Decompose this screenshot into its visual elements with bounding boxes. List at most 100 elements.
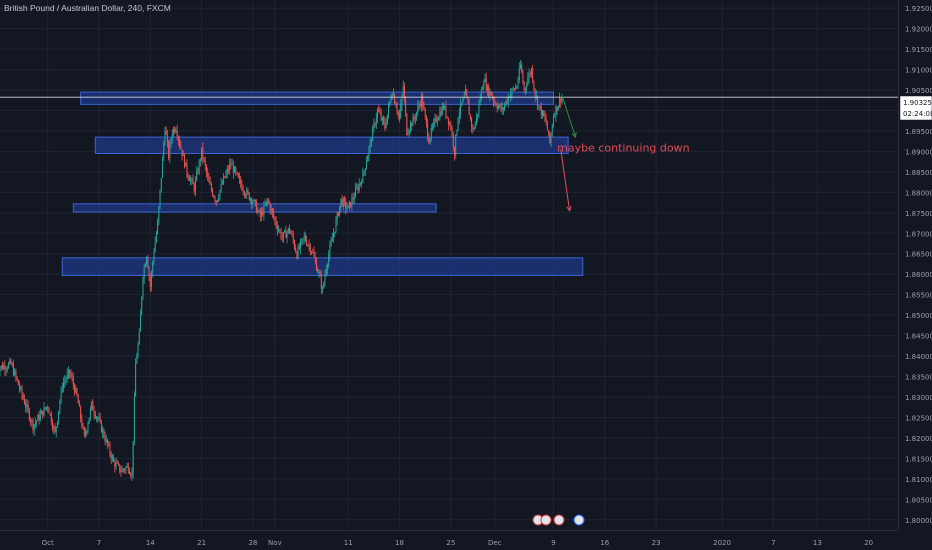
candle-body bbox=[89, 408, 91, 418]
candle-body bbox=[215, 200, 217, 202]
candle-body bbox=[213, 195, 215, 198]
candle-body bbox=[22, 394, 24, 399]
y-tick-label: 1.91000 bbox=[905, 67, 932, 75]
candle-body bbox=[280, 230, 282, 238]
candle-body bbox=[27, 404, 29, 410]
candle-body bbox=[304, 235, 306, 241]
time-axis[interactable]: Oct 7 14 21 28 Nov 11 18 25 Dec 9 16 23 2020 7 13 20 bbox=[42, 539, 874, 547]
candle-body bbox=[16, 376, 18, 380]
candle-body bbox=[278, 230, 280, 231]
candle-body bbox=[333, 233, 335, 239]
candle-body bbox=[238, 177, 240, 180]
candle-body bbox=[344, 198, 346, 201]
chart-grid bbox=[0, 0, 898, 530]
candle-body bbox=[87, 423, 89, 431]
candle-body bbox=[264, 204, 266, 206]
y-tick-label: 1.84500 bbox=[905, 333, 932, 341]
candle-body bbox=[331, 238, 333, 242]
candle-body bbox=[225, 173, 227, 178]
candle-body bbox=[271, 208, 273, 213]
candle-body bbox=[47, 406, 49, 408]
zone-rect[interactable] bbox=[80, 91, 554, 105]
candle-body bbox=[561, 98, 563, 103]
candle-body bbox=[356, 187, 358, 189]
y-tick-label: 1.92000 bbox=[905, 26, 932, 34]
candle-body bbox=[166, 134, 168, 142]
y-tick-label: 1.90500 bbox=[905, 87, 932, 95]
candle-body bbox=[212, 189, 214, 196]
candlestick-series bbox=[0, 59, 563, 482]
x-tick-label: 2020 bbox=[713, 539, 731, 547]
candle-body bbox=[462, 98, 464, 103]
candle-body bbox=[451, 129, 453, 134]
candle-body bbox=[506, 101, 508, 103]
candle-body bbox=[373, 123, 375, 128]
candle-body bbox=[113, 456, 115, 462]
price-badge-bg bbox=[899, 95, 932, 121]
trend-arrow-head bbox=[571, 132, 577, 139]
candle-body bbox=[405, 99, 407, 114]
candle-body bbox=[159, 190, 161, 207]
event-markers[interactable] bbox=[532, 514, 585, 526]
candle-body bbox=[50, 413, 52, 424]
zone-rect[interactable] bbox=[94, 136, 569, 154]
candle-body bbox=[394, 94, 396, 104]
candle-body bbox=[230, 164, 232, 165]
event-icon[interactable] bbox=[540, 514, 552, 526]
candle-body bbox=[532, 68, 534, 82]
candle-body bbox=[218, 197, 220, 201]
candle-body bbox=[99, 418, 101, 421]
price-axis[interactable]: 1.925001.920001.915001.910001.905001.900… bbox=[905, 5, 932, 525]
candle-body bbox=[372, 127, 374, 142]
event-icon[interactable] bbox=[573, 514, 585, 526]
x-tick-label: 18 bbox=[395, 539, 404, 547]
candle-body bbox=[256, 201, 258, 213]
zone-rect[interactable] bbox=[61, 257, 584, 276]
candle-body bbox=[348, 202, 350, 206]
candle-body bbox=[45, 406, 47, 409]
candle-body bbox=[318, 272, 320, 273]
candle-body bbox=[317, 270, 319, 273]
candle-body bbox=[131, 473, 133, 476]
trend-arrow-line[interactable] bbox=[561, 96, 576, 138]
candle-body bbox=[170, 139, 172, 144]
candle-body bbox=[395, 103, 397, 108]
candle-body bbox=[456, 129, 458, 135]
candle-body bbox=[386, 114, 388, 125]
candle-body bbox=[11, 363, 13, 366]
candle-body bbox=[270, 208, 272, 211]
y-tick-label: 1.81500 bbox=[905, 455, 932, 463]
candle-body bbox=[9, 360, 11, 364]
candle-body bbox=[533, 81, 535, 90]
zone-rect[interactable] bbox=[72, 203, 437, 213]
candle-body bbox=[366, 161, 368, 169]
x-tick-label: Dec bbox=[488, 539, 502, 547]
candle-body bbox=[143, 267, 145, 279]
candle-body bbox=[208, 176, 210, 183]
x-tick-label: 9 bbox=[551, 539, 555, 547]
candle-body bbox=[414, 118, 416, 119]
candle-body bbox=[425, 115, 427, 124]
x-tick-label: 16 bbox=[600, 539, 609, 547]
candle-body bbox=[450, 123, 452, 130]
candle-body bbox=[535, 96, 537, 98]
candle-body bbox=[232, 164, 234, 173]
candle-body bbox=[461, 102, 463, 104]
candle-body bbox=[115, 462, 117, 468]
candle-body bbox=[534, 89, 536, 97]
annotation-label: maybe continuing down bbox=[557, 141, 689, 154]
trend-arrow-line[interactable] bbox=[560, 149, 571, 211]
candle-body bbox=[242, 189, 244, 192]
candle-body bbox=[521, 64, 523, 73]
candle-body bbox=[107, 439, 109, 445]
candle-body bbox=[1, 365, 3, 370]
candle-body bbox=[98, 418, 100, 419]
candle-body bbox=[149, 276, 151, 287]
candle-body bbox=[251, 198, 253, 204]
event-icon[interactable] bbox=[553, 514, 565, 526]
candle-body bbox=[132, 440, 134, 474]
candle-body bbox=[523, 82, 525, 90]
y-tick-label: 1.83500 bbox=[905, 374, 932, 382]
candle-body bbox=[383, 117, 385, 122]
